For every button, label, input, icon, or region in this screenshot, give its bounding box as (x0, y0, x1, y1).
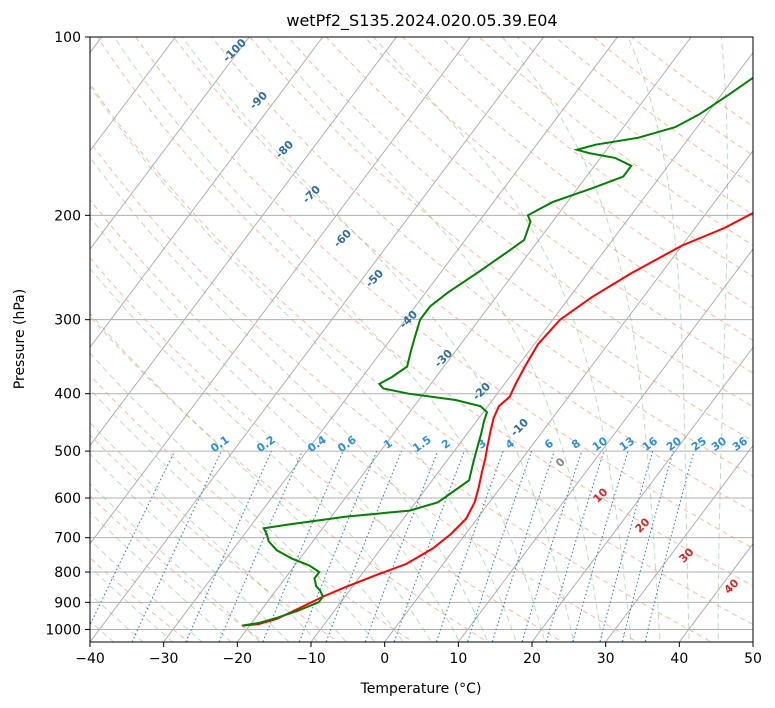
y-tick-label: 200 (54, 208, 81, 224)
isotherm-line (604, 444, 753, 642)
x-axis-label: Temperature (°C) (360, 681, 482, 697)
dry-adiabat-line (211, 37, 753, 477)
x-tick-label: −40 (75, 651, 105, 667)
x-tick-label: 0 (380, 651, 389, 667)
moist-adiabat-line (90, 352, 376, 642)
dry-adiabat-line (90, 434, 340, 642)
isotherm-line (90, 37, 177, 152)
isotherm-line (236, 37, 692, 642)
y-tick-label: 500 (54, 444, 81, 460)
mixing-ratio-line (572, 450, 629, 642)
x-tick-label: 40 (670, 651, 688, 667)
isotherm-line (383, 150, 753, 642)
x-axis: −40 −30 −20 −10 0 10 20 30 40 50 (75, 642, 762, 667)
mixing-ratio-line (262, 450, 344, 642)
moist-adiabat-line (90, 156, 489, 642)
moist-adiabat-line (90, 539, 203, 642)
isotherm-line (90, 37, 398, 447)
y-tick-label: 700 (54, 531, 81, 547)
mixing-ratio-line (621, 450, 674, 642)
x-tick-label: −10 (296, 651, 326, 667)
y-tick-label: 300 (54, 313, 81, 329)
moist-adiabat-line (113, 37, 546, 642)
moist-adiabat-line (90, 566, 174, 642)
mixing-ratio-line (298, 450, 378, 642)
x-tick-label: 10 (449, 651, 467, 667)
moist-adiabat-line (90, 453, 290, 642)
dewpoint-profile-line (242, 76, 753, 627)
mixing-ratio-line (521, 450, 583, 642)
moist-adiabat-line (266, 37, 603, 642)
dry-adiabat-line (287, 37, 753, 408)
y-tick-label: 800 (54, 565, 81, 581)
dry-adiabat-line (90, 83, 753, 625)
x-tick-label: −30 (149, 651, 179, 667)
moist-adiabat-line (90, 388, 347, 642)
dry-adiabat-line (96, 37, 753, 587)
isotherm-line (310, 51, 753, 642)
isotherm-line (90, 37, 250, 250)
isotherm-line (457, 248, 753, 642)
isotherm-line (90, 37, 545, 642)
mixing-ratio-line (491, 450, 555, 642)
isotherm-line (90, 37, 471, 545)
moist-adiabat-line (90, 267, 433, 642)
dry-adiabat-line (90, 256, 564, 642)
isotherm-line (162, 37, 619, 642)
mixing-ratio-line (90, 450, 176, 626)
y-axis-label: Pressure (hPa) (12, 289, 28, 389)
dry-adiabat-line (90, 374, 414, 642)
moist-adiabat-line (90, 511, 232, 642)
mixing-ratio-line (131, 450, 223, 642)
moist-adiabat-line (90, 312, 404, 642)
moist-adiabat-line (501, 37, 661, 642)
moist-adiabat-line (90, 216, 461, 642)
dry-adiabat-line (90, 315, 489, 642)
chart-title: wetPf2_S135.2024.020.05.39.E04 (286, 11, 557, 31)
plot-frame (89, 36, 754, 643)
mixing-ratio-line (466, 450, 533, 642)
dry-adiabat-line (363, 37, 753, 341)
x-tick-label: 20 (523, 651, 541, 667)
moist-adiabat-line (90, 483, 261, 642)
x-tick-label: −20 (223, 651, 253, 667)
moist-adiabat-line (627, 37, 690, 642)
moist-adiabat-line (372, 37, 632, 642)
isotherm-line (531, 346, 753, 642)
x-tick-label: 50 (744, 651, 762, 667)
dry-adiabat-line (90, 198, 639, 642)
y-tick-label: 400 (54, 387, 81, 403)
dry-adiabat-line (90, 140, 713, 642)
y-axis: 100 200 300 400 500 600 700 800 900 1000 (45, 30, 90, 638)
y-tick-label: 600 (54, 491, 81, 507)
mixing-ratio-line (644, 450, 695, 642)
mixing-ratio-line (393, 450, 465, 642)
dry-adiabat-line (134, 37, 753, 550)
isotherm-line (678, 542, 753, 642)
mixing-ratio-line (435, 450, 504, 642)
moist-adiabat-line (181, 37, 575, 642)
moist-adiabat-line (717, 37, 728, 642)
dry-adiabat-line (90, 557, 190, 642)
temperature-profile-line (242, 211, 753, 627)
isotherm-line (90, 37, 324, 349)
mixing-ratio-line (599, 450, 654, 642)
mixing-ratio-line (545, 450, 605, 642)
dry-adiabat-line (173, 37, 753, 513)
y-tick-label: 1000 (45, 622, 81, 638)
y-tick-label: 900 (54, 595, 81, 611)
x-tick-label: 30 (597, 651, 615, 667)
moist-adiabat-line (90, 593, 144, 642)
y-tick-label: 100 (54, 30, 81, 46)
